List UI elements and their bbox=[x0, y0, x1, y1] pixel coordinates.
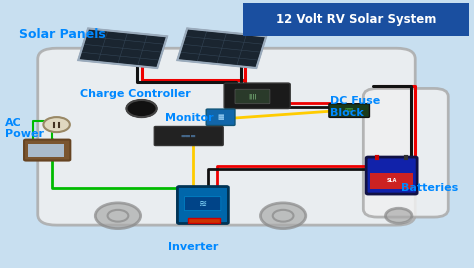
FancyBboxPatch shape bbox=[38, 48, 415, 225]
FancyBboxPatch shape bbox=[24, 140, 70, 161]
FancyBboxPatch shape bbox=[155, 126, 223, 146]
Text: 12 Volt RV Solar System: 12 Volt RV Solar System bbox=[276, 13, 437, 26]
FancyBboxPatch shape bbox=[206, 109, 235, 125]
Text: Charge Controller: Charge Controller bbox=[80, 89, 191, 99]
Text: AC
Power: AC Power bbox=[5, 118, 44, 139]
FancyBboxPatch shape bbox=[177, 187, 228, 224]
FancyBboxPatch shape bbox=[364, 88, 448, 217]
FancyBboxPatch shape bbox=[366, 157, 417, 194]
Text: SLA: SLA bbox=[386, 178, 397, 183]
FancyBboxPatch shape bbox=[224, 83, 290, 109]
Circle shape bbox=[127, 100, 156, 117]
FancyBboxPatch shape bbox=[329, 104, 369, 117]
FancyBboxPatch shape bbox=[188, 218, 220, 223]
FancyBboxPatch shape bbox=[184, 197, 221, 211]
FancyBboxPatch shape bbox=[243, 3, 469, 36]
Polygon shape bbox=[177, 28, 266, 68]
FancyBboxPatch shape bbox=[28, 144, 64, 157]
Text: Inverter: Inverter bbox=[168, 241, 219, 252]
Text: ▦: ▦ bbox=[217, 114, 224, 120]
Text: Batteries: Batteries bbox=[401, 183, 458, 193]
Text: ▬▬▬: ▬▬▬ bbox=[181, 133, 197, 138]
Circle shape bbox=[95, 203, 141, 229]
Circle shape bbox=[44, 117, 70, 132]
Text: ⊞⊞: ⊞⊞ bbox=[345, 108, 354, 113]
Text: ≋: ≋ bbox=[199, 199, 207, 209]
Text: Solar Panels: Solar Panels bbox=[19, 28, 106, 41]
Text: ||||: |||| bbox=[248, 94, 257, 99]
Text: Monitor: Monitor bbox=[165, 113, 214, 123]
Circle shape bbox=[260, 203, 306, 229]
FancyBboxPatch shape bbox=[235, 89, 270, 104]
Text: DC Fuse
Block: DC Fuse Block bbox=[330, 96, 381, 118]
Circle shape bbox=[385, 208, 412, 223]
Polygon shape bbox=[78, 28, 167, 68]
FancyBboxPatch shape bbox=[370, 173, 413, 189]
